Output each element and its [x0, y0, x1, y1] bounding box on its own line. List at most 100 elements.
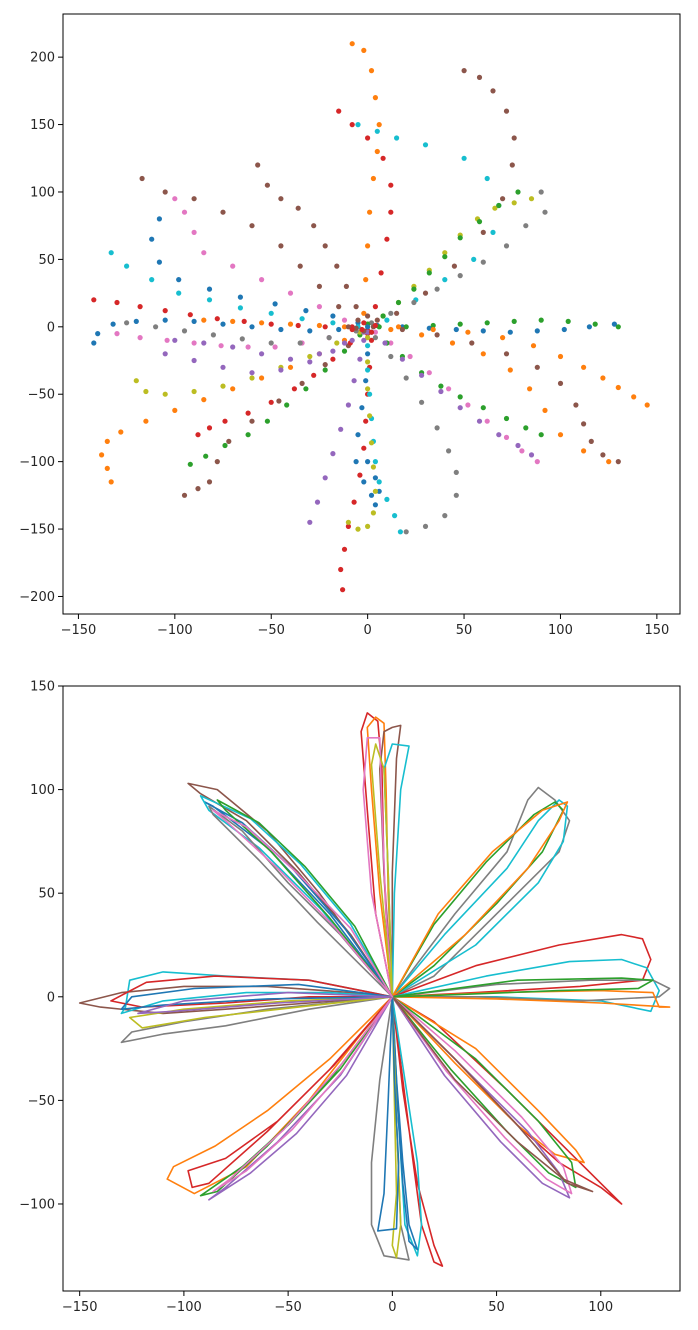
scatter-point: [484, 175, 490, 182]
scatter-point: [457, 321, 463, 327]
scatter-point: [370, 510, 376, 516]
scatter-point: [357, 472, 363, 478]
scatter-point: [446, 448, 452, 454]
scatter-point: [388, 209, 394, 215]
scatter-point: [264, 418, 270, 424]
scatter-point: [341, 348, 348, 354]
scatter-point: [457, 235, 463, 241]
scatter-point: [249, 370, 255, 376]
scatter-point: [133, 318, 139, 324]
scatter-series: [187, 332, 363, 467]
y-tick-label: −100: [19, 455, 55, 470]
scatter-point: [538, 432, 544, 438]
scatter-point: [542, 209, 548, 215]
scatter-point: [515, 442, 521, 449]
scatter-point: [411, 286, 417, 292]
scatter-point: [615, 384, 621, 391]
scatter-point: [434, 332, 440, 338]
scatter-point: [137, 304, 143, 310]
scatter-point: [384, 496, 390, 502]
line-series: [391, 996, 573, 1195]
scatter-point: [314, 499, 321, 505]
scatter-point: [133, 378, 139, 384]
scatter-point: [370, 464, 376, 470]
scatter-point: [363, 277, 369, 283]
scatter-point: [214, 459, 220, 465]
scatter-point: [359, 405, 365, 411]
scatter-point: [600, 375, 606, 381]
scatter-point: [365, 459, 371, 465]
scatter-point: [534, 328, 540, 334]
scatter-point: [588, 438, 594, 444]
line-series: [391, 786, 571, 998]
scatter-point: [372, 95, 378, 101]
scatter-point: [172, 337, 178, 343]
scatter-series: [162, 329, 371, 376]
scatter-point: [245, 410, 251, 416]
scatter-point: [611, 321, 618, 327]
scatter-series: [338, 337, 375, 593]
scatter-point: [201, 317, 207, 323]
scatter-point: [411, 299, 417, 306]
scatter-point: [476, 418, 483, 424]
scatter-point: [367, 413, 373, 419]
scatter-point: [368, 337, 375, 343]
scatter-point: [108, 250, 114, 256]
scatter-point: [403, 375, 409, 381]
scatter-point: [600, 452, 606, 458]
scatter-point: [239, 336, 245, 342]
scatter-point: [527, 386, 533, 392]
scatter-point: [108, 479, 114, 485]
scatter-point: [226, 438, 232, 444]
axes-frame: [62, 13, 681, 615]
scatter-series: [395, 324, 650, 408]
scatter-point: [268, 321, 274, 327]
scatter-point: [191, 318, 197, 324]
line-series: [391, 996, 419, 1251]
scatter-point: [299, 380, 305, 386]
line-series: [391, 996, 571, 1199]
scatter-point: [503, 243, 510, 249]
scatter-point: [272, 301, 278, 307]
scatter-point: [330, 356, 336, 362]
scatter-point: [118, 429, 124, 435]
scatter-point: [365, 313, 371, 319]
scatter-point: [206, 297, 213, 303]
scatter-point: [376, 488, 382, 494]
scatter-point: [372, 329, 378, 335]
scatter-point: [162, 308, 168, 314]
scatter-point: [230, 386, 236, 392]
scatter-point: [311, 223, 317, 229]
scatter-point: [434, 425, 440, 431]
scatter-point: [557, 380, 564, 386]
scatter-point: [307, 353, 313, 360]
scatter-point: [382, 340, 388, 346]
scatter-point: [374, 317, 380, 323]
scatter-point: [465, 329, 471, 335]
scatter-point: [434, 286, 440, 292]
scatter-point: [503, 434, 510, 440]
scatter-point: [368, 68, 375, 74]
y-tick-label: 150: [30, 680, 55, 695]
line-series: [166, 996, 394, 1195]
line-series: [212, 996, 394, 1193]
scatter-point: [104, 465, 110, 471]
line-series: [120, 983, 394, 1010]
scatter-point: [338, 426, 344, 432]
scatter-point: [143, 418, 149, 424]
scatter-point: [345, 523, 351, 530]
scatter-point: [172, 196, 178, 202]
scatter-point: [403, 324, 409, 330]
scatter-point: [191, 196, 197, 202]
scatter-point: [372, 459, 378, 465]
scatter-point: [407, 353, 413, 360]
line-series: [137, 991, 394, 1015]
scatter-point: [268, 399, 274, 405]
scatter-point: [490, 88, 496, 94]
x-tick-label: −50: [274, 1300, 301, 1315]
scatter-series: [365, 196, 535, 327]
scatter-series: [353, 351, 382, 508]
scatter-point: [287, 321, 294, 327]
line-series: [391, 996, 623, 1205]
scatter-point: [581, 448, 587, 454]
